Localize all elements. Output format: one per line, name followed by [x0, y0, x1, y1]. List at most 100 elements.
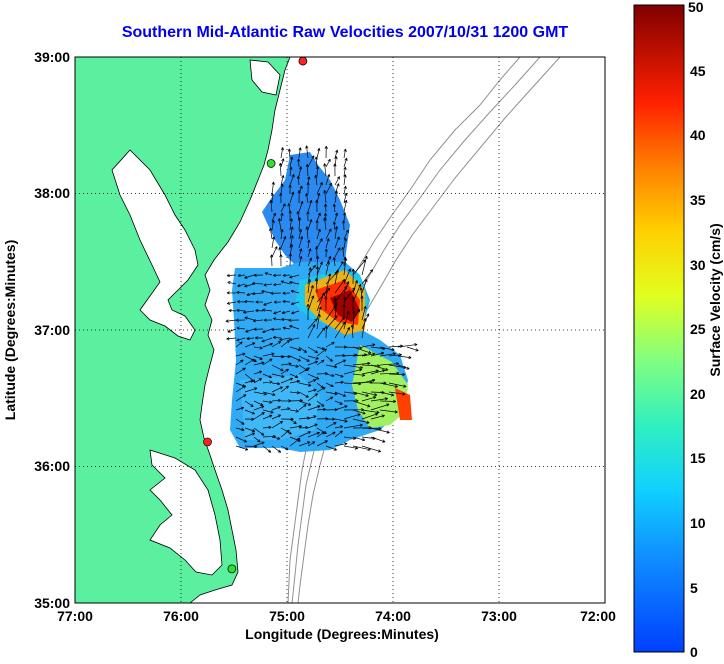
- velocity-arrow: [262, 373, 272, 379]
- velocity-arrow: [334, 278, 346, 294]
- velocity-arrow: [253, 405, 265, 411]
- velocity-arrow: [282, 291, 291, 295]
- velocity-arrow: [307, 360, 319, 366]
- velocity-arrow: [325, 261, 330, 276]
- velocity-arrow: [324, 296, 328, 312]
- velocity-arrow: [280, 280, 291, 285]
- velocity-arrow: [273, 310, 282, 315]
- velocity-arrow: [263, 301, 273, 306]
- velocity-arrow: [289, 174, 295, 186]
- velocity-vectors: [225, 145, 419, 453]
- velocity-arrow: [316, 400, 325, 407]
- velocity-arrow: [244, 379, 254, 384]
- velocity-arrow: [236, 326, 246, 330]
- velocity-arrow: [253, 370, 263, 375]
- velocity-arrow: [297, 158, 301, 168]
- velocity-arrow: [334, 212, 339, 222]
- velocity-arrow: [334, 321, 346, 339]
- velocity-arrow: [379, 346, 395, 352]
- velocity-arrow: [253, 273, 264, 277]
- velocity-arrow: [352, 418, 370, 424]
- velocity-arrow: [361, 391, 378, 397]
- velocity-arrow: [352, 400, 371, 408]
- velocity-arrow: [325, 341, 335, 348]
- velocity-arrow: [370, 397, 388, 402]
- velocity-arrow: [289, 325, 300, 330]
- velocity-arrow: [290, 289, 300, 294]
- velocity-arrow: [342, 220, 346, 231]
- colorbar-label: Surface Velocity (cm/s): [707, 223, 723, 376]
- velocity-arrow: [343, 166, 347, 177]
- velocity-arrow: [352, 436, 366, 442]
- velocity-arrow: [226, 337, 237, 341]
- velocity-arrow: [325, 421, 337, 429]
- velocity-arrow: [289, 379, 301, 384]
- velocity-arrow: [334, 373, 344, 378]
- velocity-arrow: [253, 391, 267, 396]
- velocity-arrow: [277, 218, 282, 231]
- velocity-arrow: [361, 343, 376, 348]
- velocity-arrow: [352, 309, 361, 321]
- velocity-arrow: [370, 427, 390, 434]
- velocity-arrow: [370, 351, 385, 357]
- velocity-arrow: [261, 289, 273, 294]
- velocity-arrow: [388, 372, 406, 377]
- velocity-arrow: [254, 336, 264, 340]
- velocity-arrow: [279, 192, 283, 204]
- velocity-arrow: [343, 192, 348, 204]
- velocity-arrow: [280, 147, 284, 159]
- colorbar-tick-label: 30: [690, 257, 706, 273]
- velocity-arrow: [352, 409, 366, 415]
- velocity-arrow: [307, 431, 320, 438]
- velocity-arrow: [397, 355, 412, 360]
- velocity-arrow: [334, 405, 348, 411]
- lat-tick-label: 37:00: [34, 322, 70, 338]
- velocity-arrow: [237, 273, 246, 278]
- velocity-arrow: [315, 255, 320, 267]
- velocity-arrow: [298, 367, 310, 375]
- velocity-arrow: [307, 257, 312, 267]
- velocity-arrow: [270, 291, 282, 295]
- velocity-arrow: [361, 255, 368, 276]
- velocity-arrow: [307, 393, 318, 402]
- velocity-arrow: [334, 269, 340, 285]
- velocity-arrow: [307, 388, 317, 393]
- velocity-arrow: [271, 341, 282, 348]
- velocity-arrow: [289, 166, 293, 177]
- velocity-arrow: [361, 445, 382, 453]
- velocity-arrow: [280, 407, 291, 411]
- velocity-arrow: [262, 391, 276, 397]
- velocity-arrow: [334, 425, 344, 429]
- velocity-arrow: [343, 174, 347, 186]
- velocity-arrow: [227, 328, 237, 333]
- velocity-arrow: [280, 212, 284, 222]
- velocity-arrow: [361, 378, 376, 384]
- velocity-arrow: [225, 319, 237, 323]
- velocity-arrow: [352, 346, 372, 354]
- velocity-arrow: [296, 175, 301, 186]
- velocity-arrow: [325, 396, 334, 402]
- velocity-arrow: [316, 327, 326, 339]
- velocity-arrow: [343, 368, 363, 375]
- velocity-arrow: [271, 181, 275, 195]
- velocity-arrow: [288, 184, 292, 195]
- velocity-arrow: [325, 255, 332, 267]
- velocity-arrow: [298, 404, 307, 411]
- colorbar: [633, 4, 685, 653]
- velocity-arrow: [271, 398, 282, 403]
- velocity-arrow: [397, 343, 418, 348]
- velocity-arrow: [370, 414, 385, 420]
- velocity-arrow: [244, 387, 258, 393]
- velocity-arrow: [298, 147, 302, 159]
- velocity-arrow: [334, 359, 347, 366]
- lat-tick-label: 35:00: [34, 595, 70, 611]
- lon-tick-label: 74:00: [375, 608, 411, 624]
- velocity-arrow: [334, 226, 339, 240]
- velocity-arrow: [280, 429, 290, 438]
- velocity-arrow: [272, 335, 282, 340]
- velocity-arrow: [281, 310, 291, 315]
- velocity-arrow: [273, 283, 282, 287]
- velocity-arrow: [253, 327, 264, 331]
